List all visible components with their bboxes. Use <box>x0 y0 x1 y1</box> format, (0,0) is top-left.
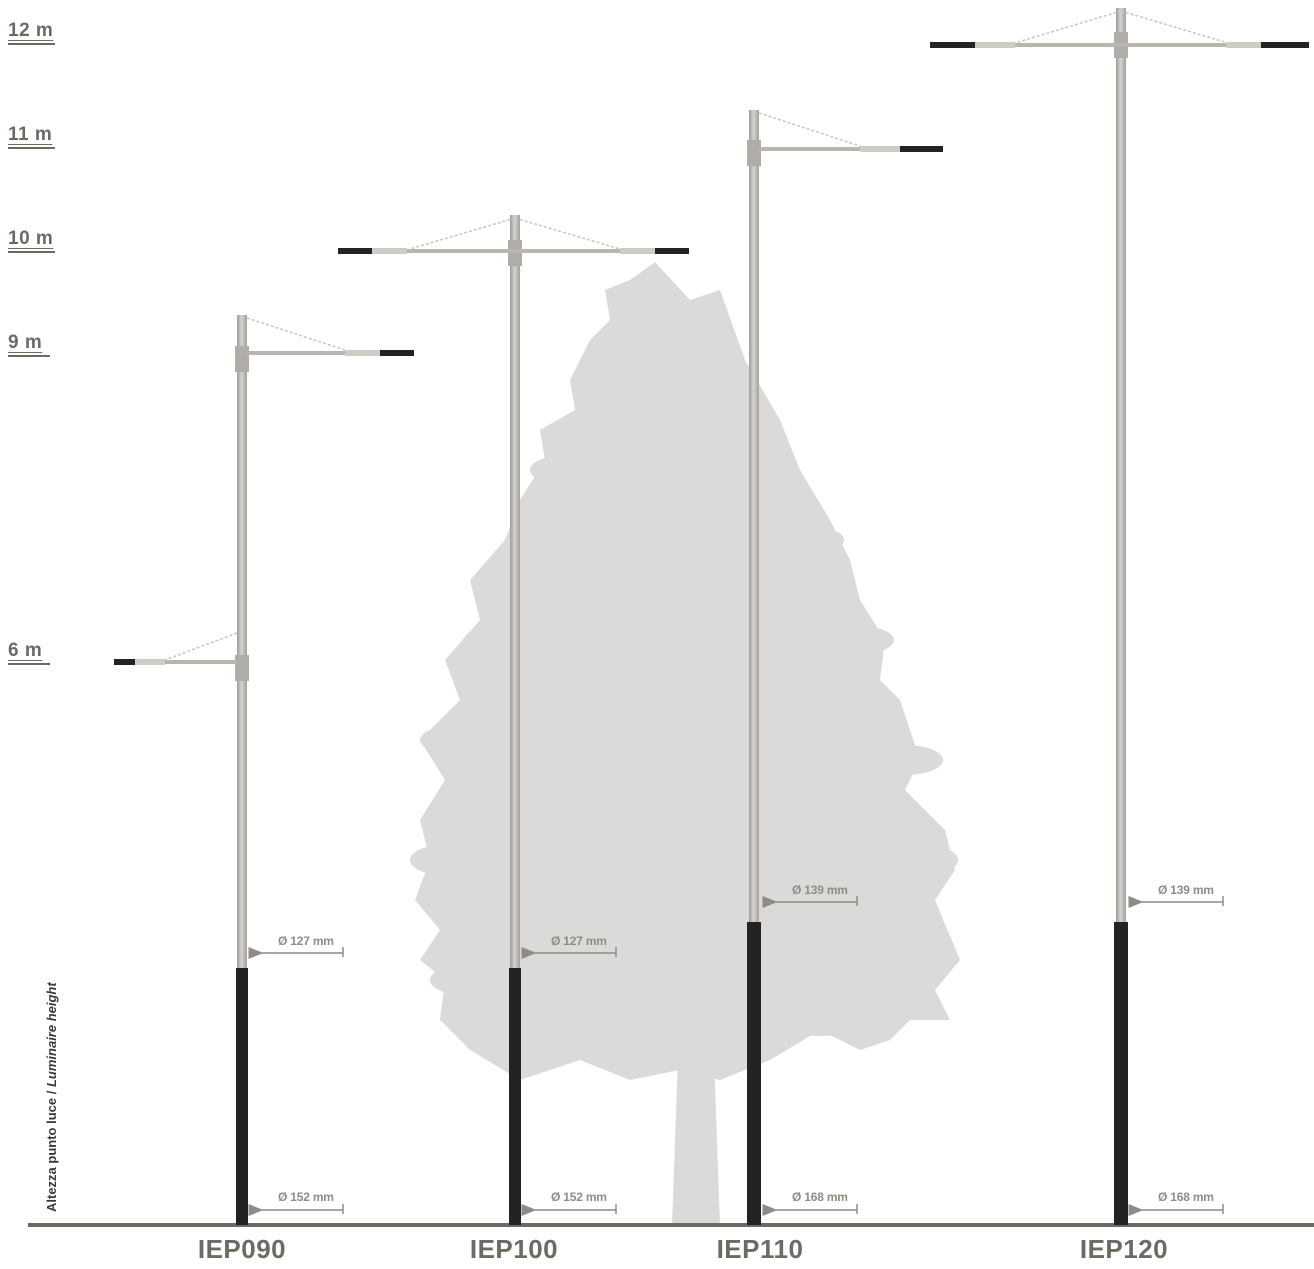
axis-label-separator: / <box>44 1087 59 1098</box>
luminaire-head <box>1226 42 1261 48</box>
pole-upper <box>749 110 759 925</box>
diameter-top-iep110: Ø 139 mm <box>792 883 848 897</box>
diameter-top-iep090: Ø 127 mm <box>278 934 334 948</box>
luminaire-head <box>372 248 407 254</box>
pole-sleeve <box>235 346 249 372</box>
model-label-iep110: IEP110 <box>716 1234 804 1264</box>
luminaire-head <box>380 350 414 356</box>
diameter-top-iep100: Ø 127 mm <box>551 934 607 948</box>
luminaire-head <box>1261 42 1309 48</box>
height-label-11m: 11 m <box>8 124 53 145</box>
luminaire-head <box>930 42 975 48</box>
model-label-iep090: IEP090 <box>197 1234 287 1264</box>
axis-label-it: Altezza punto luce <box>44 1097 59 1212</box>
tree-silhouette <box>410 262 960 1225</box>
diameter-base-iep110: Ø 168 mm <box>792 1190 848 1204</box>
axis-label-en: Luminaire height <box>44 982 59 1088</box>
luminaire-head <box>620 248 655 254</box>
pole-lower <box>509 968 521 1225</box>
height-guides <box>8 43 55 665</box>
tie-wire <box>409 217 516 250</box>
luminaire-head <box>135 659 165 665</box>
height-label-6m: 6 m <box>8 640 43 661</box>
pole-iep120 <box>930 8 1309 1225</box>
pole-lower <box>747 922 761 1225</box>
pole-iep110 <box>747 110 943 1225</box>
luminaire-head <box>900 146 943 152</box>
luminaire-head <box>114 659 135 665</box>
luminaire-head <box>338 248 372 254</box>
pole-sleeve <box>747 140 761 166</box>
model-label-iep120: IEP120 <box>1079 1234 1169 1264</box>
pole-lower <box>236 968 248 1225</box>
luminaire-head <box>975 42 1015 48</box>
height-label-12m: 12 m <box>8 20 54 41</box>
tie-wire <box>758 112 861 147</box>
pole-lower <box>1114 922 1128 1225</box>
diameter-base-iep120: Ø 168 mm <box>1158 1190 1214 1204</box>
pole-sleeve <box>235 655 249 681</box>
diameter-base-iep090: Ø 152 mm <box>278 1190 334 1204</box>
pole-iep100 <box>338 215 689 1225</box>
luminaire-head <box>860 146 900 152</box>
axis-label: Altezza punto luce / Luminaire height <box>44 982 59 1212</box>
luminaire-head <box>655 248 689 254</box>
diameter-top-iep120: Ø 139 mm <box>1158 883 1214 897</box>
height-label-9m: 9 m <box>8 332 43 353</box>
height-label-10m: 10 m <box>8 228 54 249</box>
pole-upper <box>510 215 520 970</box>
pole-upper <box>1116 8 1126 925</box>
tie-wire <box>1014 10 1122 44</box>
diameter-callouts <box>248 896 1224 1216</box>
tie-wire <box>514 217 621 250</box>
tie-wire <box>164 632 238 661</box>
tie-wire <box>246 317 346 351</box>
luminaire-head <box>345 350 380 356</box>
pole-upper <box>237 315 247 970</box>
model-label-iep100: IEP100 <box>469 1234 559 1264</box>
diameter-base-iep100: Ø 152 mm <box>551 1190 607 1204</box>
pole-iep090 <box>114 315 414 1225</box>
tie-wire <box>1120 10 1229 44</box>
